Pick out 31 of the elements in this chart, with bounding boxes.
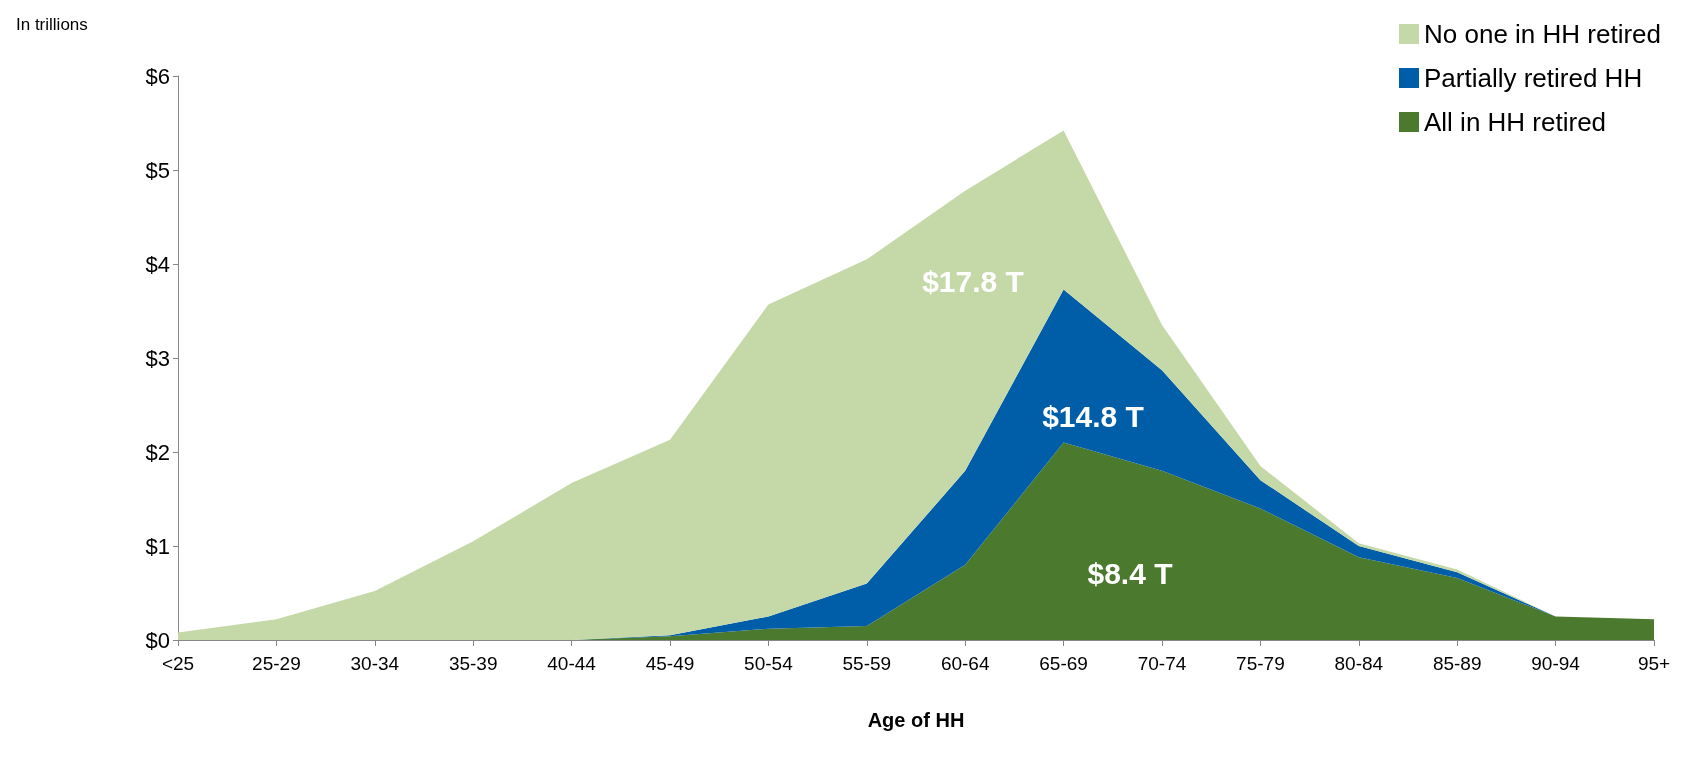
y-tick-label: $5: [145, 157, 170, 183]
x-tick-label: 60-64: [940, 653, 990, 674]
x-axis-title: Age of HH: [867, 709, 965, 731]
x-tick-label: 45-49: [645, 653, 695, 674]
y-tick-label: $6: [145, 63, 170, 89]
annotation: $8.4 T: [1087, 556, 1173, 590]
x-tick-label: 25-29: [252, 653, 301, 674]
y-tick-label: $3: [145, 345, 170, 371]
y-axis-title: In trillions: [16, 15, 88, 34]
annotation: $14.8 T: [1042, 399, 1144, 433]
x-tick-label: 30-34: [350, 653, 400, 674]
y-tick-label: $0: [145, 627, 170, 653]
legend-label: All in HH retired: [1424, 107, 1607, 137]
y-tick-label: $1: [145, 533, 170, 559]
x-tick-label: 90-94: [1531, 653, 1581, 674]
x-tick-label: 65-69: [1039, 653, 1088, 674]
y-tick-label: $4: [145, 251, 170, 277]
x-tick-label: 40-44: [547, 653, 597, 674]
x-tick-label: 55-59: [842, 653, 892, 674]
x-tick-label: <25: [161, 653, 195, 674]
x-tick-label: 35-39: [448, 653, 498, 674]
legend-label: No one in HH retired: [1424, 19, 1661, 49]
x-tick-label: 85-89: [1432, 653, 1482, 674]
legend-label: Partially retired HH: [1424, 63, 1643, 93]
x-tick-label: 75-79: [1236, 653, 1285, 674]
y-tick-label: $2: [145, 439, 170, 465]
x-tick-label: 80-84: [1334, 653, 1384, 674]
x-tick-label: 95+: [1637, 653, 1671, 674]
annotation: $17.8 T: [922, 264, 1024, 298]
x-tick-label: 50-54: [744, 653, 794, 674]
x-tick-label: 70-74: [1137, 653, 1187, 674]
